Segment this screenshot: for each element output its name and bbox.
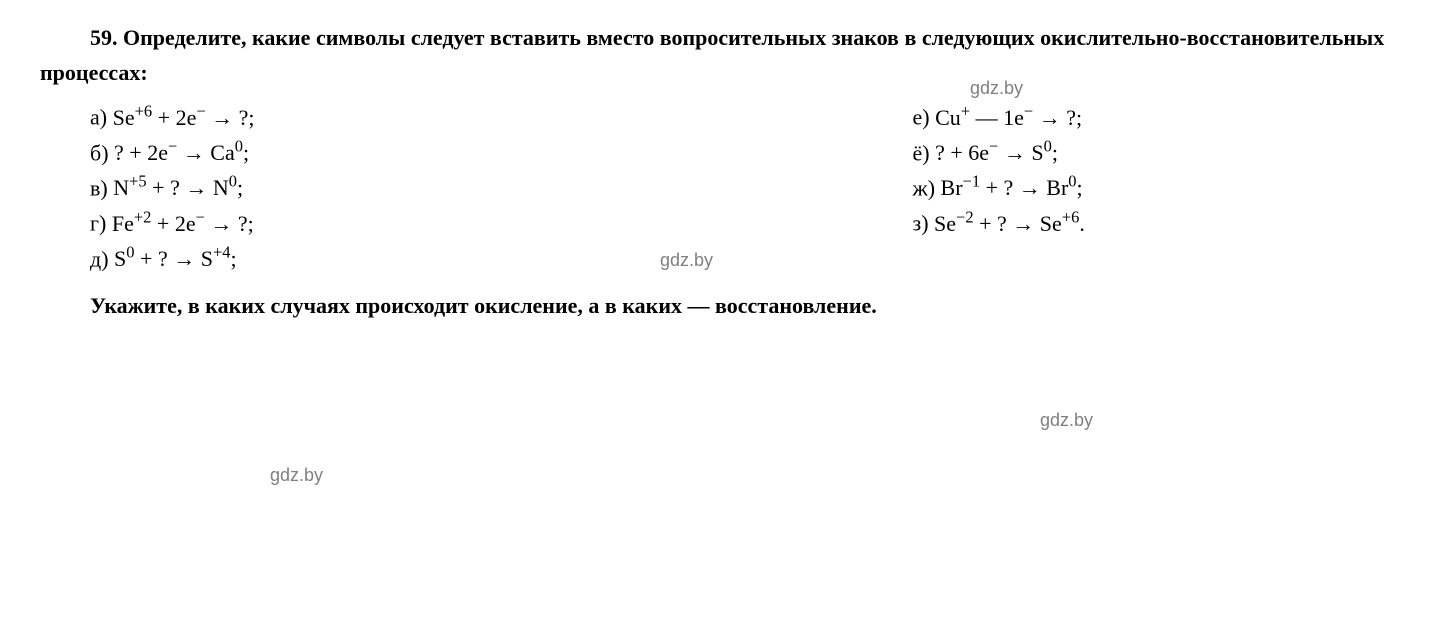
eq-label: а)	[90, 105, 107, 130]
eq-label: з)	[913, 211, 929, 236]
eq-label: ж)	[913, 175, 936, 200]
eq-label: г)	[90, 211, 106, 236]
eq-expr: ? + 2e− → Ca0;	[114, 140, 249, 165]
left-column: а) Se+6 + 2e− → ?; б) ? + 2e− → Ca0; в) …	[40, 95, 738, 278]
intro-text: Определите, какие символы следует встави…	[40, 25, 1384, 85]
watermark: gdz.by	[270, 465, 323, 486]
eq-label: е)	[913, 105, 930, 130]
problem-intro: 59. Определите, какие символы следует вс…	[40, 20, 1389, 90]
eq-expr: Cu+ — 1e− → ?;	[935, 105, 1082, 130]
equation-a: а) Se+6 + 2e− → ?;	[90, 101, 738, 130]
watermark: gdz.by	[660, 250, 713, 271]
eq-label: ё)	[913, 140, 930, 165]
equation-e: е) Cu+ — 1e− → ?;	[913, 101, 1429, 130]
eq-expr: Br−1 + ? → Br0;	[941, 175, 1083, 200]
watermark: gdz.by	[1040, 410, 1093, 431]
eq-label: д)	[90, 246, 109, 271]
equation-g: г) Fe+2 + 2e− → ?;	[90, 207, 738, 236]
right-column: е) Cu+ — 1e− → ?; ё) ? + 6e− → S0; ж) Br…	[738, 95, 1429, 278]
eq-expr: Se−2 + ? → Se+6.	[934, 211, 1085, 236]
equation-d: д) S0 + ? → S+4;	[90, 243, 738, 272]
equation-v: в) N+5 + ? → N0;	[90, 172, 738, 201]
equation-z: з) Se−2 + ? → Se+6.	[913, 207, 1429, 236]
equation-yo: ё) ? + 6e− → S0;	[913, 137, 1429, 166]
equation-zh: ж) Br−1 + ? → Br0;	[913, 172, 1429, 201]
equation-b: б) ? + 2e− → Ca0;	[90, 137, 738, 166]
problem-container: 59. Определите, какие символы следует вс…	[40, 20, 1389, 323]
eq-expr: S0 + ? → S+4;	[114, 246, 237, 271]
equations-columns: а) Se+6 + 2e− → ?; б) ? + 2e− → Ca0; в) …	[40, 95, 1389, 278]
eq-expr: Se+6 + 2e− → ?;	[113, 105, 255, 130]
eq-expr: N+5 + ? → N0;	[113, 175, 243, 200]
watermark: gdz.by	[970, 78, 1023, 99]
eq-expr: ? + 6e− → S0;	[935, 140, 1058, 165]
final-text: Укажите, в каких случаях происходит окис…	[40, 288, 1389, 323]
problem-number: 59.	[90, 25, 118, 50]
eq-label: б)	[90, 140, 109, 165]
eq-expr: Fe+2 + 2e− → ?;	[112, 211, 254, 236]
eq-label: в)	[90, 175, 108, 200]
